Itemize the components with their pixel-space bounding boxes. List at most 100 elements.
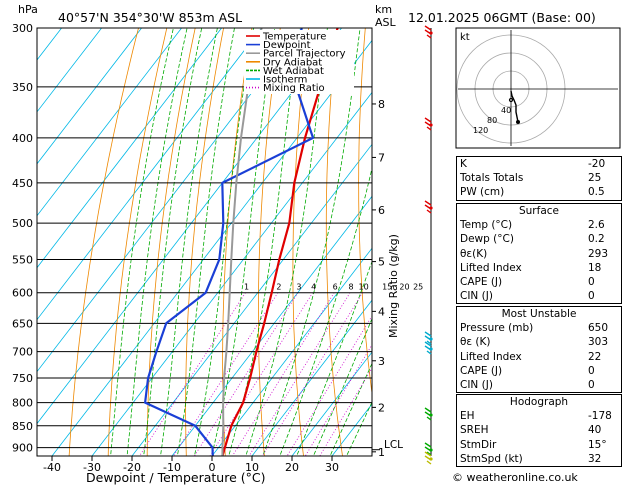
legend-label: Isotherm bbox=[263, 75, 307, 86]
hodo-row: StmSpd (kt) 32 bbox=[460, 452, 602, 465]
mixing-ratio-line bbox=[194, 292, 299, 456]
temperature-tick-label: -20 bbox=[123, 461, 141, 474]
surface-row: CAPE (J) 0 bbox=[460, 275, 595, 288]
legend-label: Wet Adiabat bbox=[263, 66, 324, 77]
hodograph-storm-motion bbox=[508, 97, 514, 103]
mu-row: CAPE (J) 0 bbox=[460, 364, 595, 377]
mixing-ratio-value-label: 3 bbox=[296, 283, 301, 292]
wind-barb-dot bbox=[429, 31, 433, 35]
hodograph-unit: kt bbox=[460, 32, 470, 43]
temperature-tick-label: 20 bbox=[285, 461, 299, 474]
lcl-label: LCL bbox=[384, 439, 403, 451]
isotherm-line bbox=[131, 143, 372, 456]
plot-frame bbox=[36, 27, 373, 457]
station-title: 40°57'N 354°30'W 853m ASL bbox=[58, 10, 242, 25]
height-tick-label: 6 bbox=[378, 204, 385, 217]
mixing-ratio-line bbox=[304, 344, 372, 456]
x-axis-title: Dewpoint / Temperature (°C) bbox=[86, 470, 265, 485]
mixing-ratio-value-label: 10 bbox=[359, 283, 369, 292]
pressure-tick-label: 900 bbox=[12, 442, 33, 455]
pressure-tick-label: 850 bbox=[12, 420, 33, 433]
height-tick-label: 5 bbox=[378, 256, 385, 269]
wet-adiabat-line bbox=[279, 166, 372, 456]
surface-title: Surface bbox=[518, 205, 559, 217]
pressure-tick-label: 400 bbox=[12, 132, 33, 145]
dry-adiabat-line bbox=[68, 28, 139, 456]
p-unit-label: hPa bbox=[18, 3, 38, 16]
most-unstable-title: Most Unstable bbox=[501, 308, 577, 320]
isotherm-line bbox=[291, 351, 372, 456]
wet-adiabat-line bbox=[110, 28, 174, 456]
mixing-ratio-value-label: 2 bbox=[276, 283, 281, 292]
height-tick-label: 7 bbox=[378, 151, 385, 164]
wet-adiabat-line bbox=[228, 28, 300, 456]
index-row: K -20 bbox=[460, 158, 606, 170]
mixing-ratio-line bbox=[286, 315, 372, 456]
mu-row: CIN (J) 0 bbox=[460, 378, 595, 391]
wind-barb-dot bbox=[429, 337, 433, 341]
km-unit-label: km bbox=[375, 3, 392, 16]
mixing-ratio-line bbox=[261, 292, 363, 456]
wet-adiabat-line bbox=[160, 28, 218, 456]
temperature-tick-label: -40 bbox=[43, 461, 61, 474]
mu-row: θε (K) 303 bbox=[460, 336, 609, 349]
mixing-ratio-value-label: 8 bbox=[348, 283, 353, 292]
series-line-dewpoint bbox=[144, 28, 315, 456]
wet-adiabat-line bbox=[193, 28, 254, 456]
dry-adiabat-line bbox=[185, 28, 224, 456]
mixing-ratio-line bbox=[248, 292, 351, 456]
isotherm-line bbox=[37, 28, 182, 217]
wet-adiabat-line bbox=[346, 401, 372, 456]
wet-adiabat-line bbox=[329, 362, 372, 456]
isotherm-line bbox=[171, 195, 372, 456]
mixing-ratio-value-label: 1 bbox=[244, 283, 249, 292]
dry-adiabat-line bbox=[146, 28, 196, 456]
dry-adiabat-line bbox=[325, 28, 343, 456]
isotherm-line bbox=[37, 28, 342, 425]
wind-barb-dot bbox=[429, 123, 433, 127]
isotherm-line bbox=[51, 39, 372, 456]
datetime-title: 12.01.2025 06GMT (Base: 00) bbox=[408, 10, 596, 25]
pressure-tick-label: 650 bbox=[12, 317, 33, 330]
hodograph-point bbox=[516, 120, 520, 124]
legend-label: Temperature bbox=[262, 32, 326, 43]
pressure-tick-label: 700 bbox=[12, 346, 33, 359]
dry-adiabat-line bbox=[421, 28, 460, 456]
dry-adiabat-line bbox=[292, 28, 309, 456]
wind-barb-dot bbox=[429, 448, 433, 452]
hodo-row: EH -178 bbox=[460, 410, 612, 423]
isotherm-line bbox=[37, 28, 262, 321]
wet-adiabat-line bbox=[312, 317, 372, 456]
wind-barb-dot bbox=[429, 457, 433, 461]
surface-row: Dewp (°C) 0.2 bbox=[460, 233, 605, 246]
hodo-row: StmDir 15° bbox=[460, 438, 607, 451]
isotherm-line bbox=[37, 28, 142, 165]
hodograph-title: Hodograph bbox=[509, 396, 569, 408]
surface-row: θε(K) 293 bbox=[460, 247, 609, 260]
height-tick-label: 4 bbox=[378, 305, 385, 318]
indices-table: K -20 Totals Totals 25 PW (cm) 0.5 bbox=[456, 156, 622, 201]
pressure-tick-label: 600 bbox=[12, 287, 33, 300]
mixing-ratio-label: Mixing Ratio (g/kg) bbox=[387, 234, 400, 338]
pressure-tick-label: 450 bbox=[12, 177, 33, 190]
series-line-temperature bbox=[221, 28, 339, 456]
temperature-tick-label: 10 bbox=[245, 461, 259, 474]
height-tick-label: 8 bbox=[378, 98, 385, 111]
temperature-tick-label: -10 bbox=[163, 461, 181, 474]
legend-label: Dry Adiabat bbox=[263, 57, 322, 68]
temperature-tick-label: 0 bbox=[209, 461, 216, 474]
wind-barb-dot bbox=[429, 206, 433, 210]
wind-barb-dot bbox=[429, 347, 433, 351]
axis-labels: 300350400450500550600650700750800850900-… bbox=[12, 22, 423, 474]
surface-table: Surface Temp (°C) 2.6 Dewp (°C) 0.2 θε(K) 2… bbox=[456, 203, 622, 305]
sounding-series bbox=[144, 28, 339, 456]
height-tick-label: 3 bbox=[378, 355, 385, 368]
hodograph-trace bbox=[510, 90, 519, 123]
wet-adiabat-line bbox=[262, 28, 361, 456]
dry-adiabat-line bbox=[358, 28, 372, 397]
legend-label: Parcel Trajectory bbox=[263, 49, 346, 60]
wet-adiabat-line bbox=[176, 28, 235, 456]
series-line-parcel-trajectory bbox=[221, 28, 263, 456]
